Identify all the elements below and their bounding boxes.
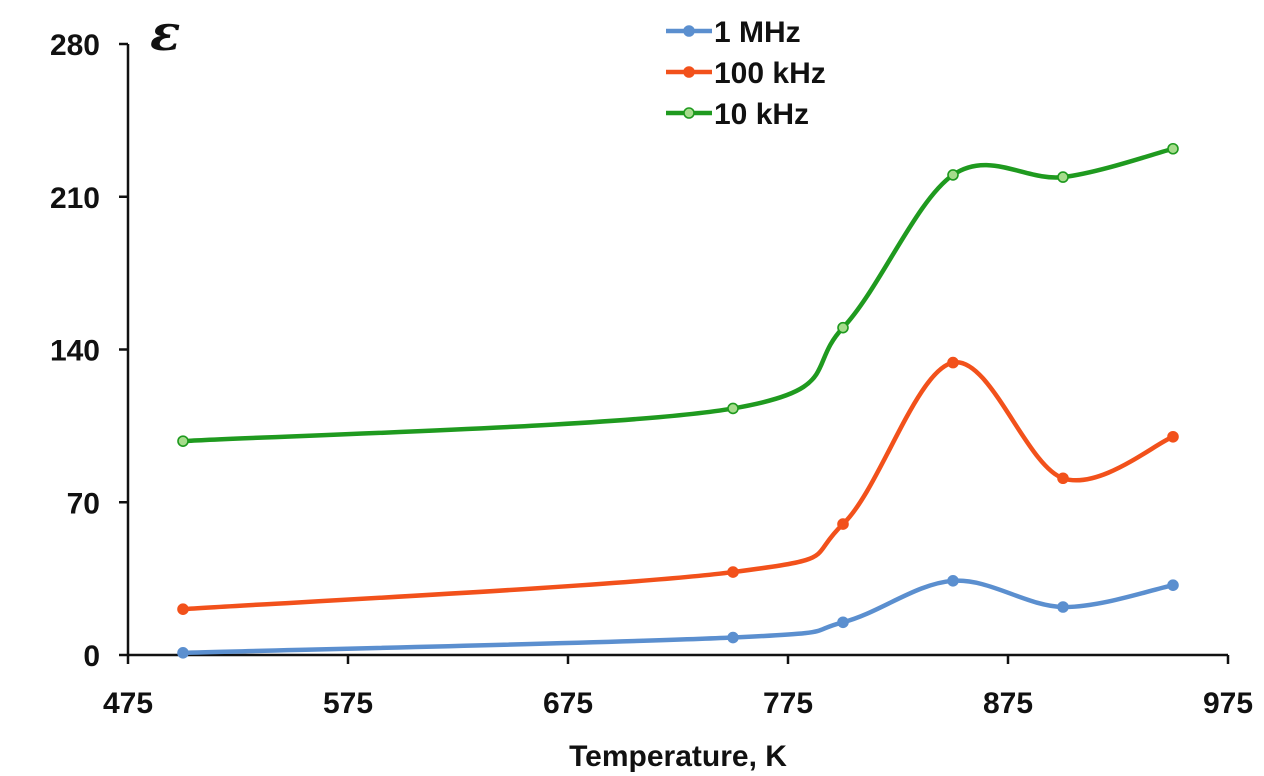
y-tick-label: 210 — [50, 182, 100, 215]
legend-label: 1 MHz — [714, 16, 801, 49]
data-point — [177, 603, 189, 615]
series-1 — [177, 356, 1179, 615]
data-point — [727, 631, 739, 644]
series-line — [180, 578, 1176, 656]
x-tick-label: 475 — [103, 687, 153, 720]
data-point — [947, 575, 959, 587]
data-point — [1167, 430, 1179, 443]
data-point — [947, 169, 959, 181]
data-point — [1057, 472, 1069, 485]
x-tick-label: 775 — [763, 687, 813, 720]
legend-marker — [683, 66, 695, 78]
data-point — [837, 518, 849, 530]
data-point — [727, 566, 739, 578]
axes: 0 70 140 210 280 475 575 675 775 875 975 — [50, 29, 1253, 720]
y-axis-label: ε — [150, 3, 180, 62]
legend-item: 100 kHz — [666, 57, 826, 90]
series-layer — [177, 142, 1179, 659]
data-point — [177, 435, 189, 447]
data-point — [1167, 579, 1179, 591]
legend-label: 10 kHz — [714, 98, 809, 131]
y-ticks: 0 70 140 210 280 — [50, 29, 128, 673]
x-tick-label: 875 — [983, 687, 1033, 720]
legend-item: 10 kHz — [666, 98, 809, 131]
y-tick-label: 140 — [50, 335, 100, 368]
x-tick-label: 575 — [323, 687, 373, 720]
x-tick-label: 975 — [1203, 687, 1253, 720]
data-point — [1167, 142, 1179, 155]
y-tick-label: 70 — [67, 487, 100, 520]
data-point — [1057, 601, 1069, 613]
series-line — [180, 146, 1176, 444]
series-line — [180, 360, 1176, 612]
y-tick-label: 280 — [50, 29, 100, 62]
legend: 1 MHz 100 kHz 10 kHz — [666, 16, 826, 131]
data-point — [177, 647, 189, 659]
x-axis-label: Temperature, K — [569, 740, 787, 773]
data-point — [837, 321, 849, 334]
data-point — [727, 402, 739, 415]
data-point — [1057, 171, 1069, 183]
x-tick-label: 675 — [543, 687, 593, 720]
series-2 — [177, 142, 1179, 447]
legend-marker — [683, 107, 695, 119]
data-point — [837, 616, 849, 629]
data-point — [947, 356, 959, 369]
legend-label: 100 kHz — [714, 57, 826, 90]
series-0 — [177, 575, 1179, 659]
x-ticks: 475 575 675 775 875 975 — [103, 655, 1253, 720]
y-tick-label: 0 — [83, 640, 100, 673]
legend-marker — [683, 25, 695, 37]
legend-item: 1 MHz — [666, 16, 801, 49]
